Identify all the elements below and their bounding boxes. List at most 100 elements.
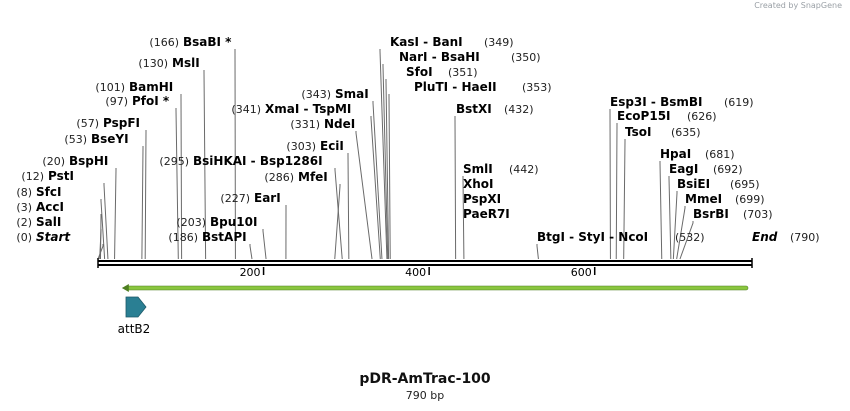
orf-arrow-head — [121, 284, 129, 292]
enzyme-name-ecop15i: EcoP15I — [617, 109, 671, 123]
enzyme-site-kasi[interactable]: KasI - BanI (349) — [390, 35, 514, 49]
enzyme-site-esp3i[interactable]: Esp3I - BsmBI (619) — [610, 95, 754, 109]
enzyme-name-xmai: XmaI - TspMI — [265, 102, 351, 116]
leader-sfci — [100, 199, 106, 260]
leader-tsoi — [623, 139, 626, 260]
enzyme-site-pfoi[interactable]: PfoI * (97) — [105, 94, 169, 108]
enzyme-name-bamhi: BamHI — [129, 80, 173, 94]
enzyme-name-sali: SalI — [36, 215, 61, 229]
enzyme-site-end[interactable]: End (790) — [752, 230, 820, 244]
attb2-feature[interactable]: attB2 — [118, 296, 151, 336]
enzyme-pos-ecop15i: (626) — [687, 110, 717, 123]
leader-nari — [382, 64, 389, 260]
enzyme-site-pspxi[interactable]: PspXI — [463, 192, 501, 206]
enzyme-name-smli: SmlI — [463, 162, 493, 176]
enzyme-site-eari[interactable]: EarI (227) — [220, 191, 280, 205]
enzyme-site-mfei[interactable]: MfeI (286) — [264, 170, 327, 184]
enzyme-name-bseyi: BseYI — [91, 132, 129, 146]
enzyme-site-ecop15i[interactable]: EcoP15I (626) — [617, 109, 717, 123]
enzyme-site-ecii[interactable]: EciI (303) — [286, 139, 343, 153]
leader-bamhi — [180, 94, 183, 260]
enzyme-name-end: End — [752, 230, 778, 244]
enzyme-pos-sali: (2) — [16, 216, 32, 229]
enzyme-pos-end: (790) — [790, 231, 820, 244]
enzyme-site-mmei[interactable]: MmeI (699) — [685, 192, 765, 206]
enzyme-pos-mfei: (286) — [264, 171, 294, 184]
enzyme-pos-smli: (442) — [509, 163, 539, 176]
enzyme-name-msli: MslI — [172, 56, 200, 70]
enzyme-site-sfoi[interactable]: SfoI (351) — [406, 65, 478, 79]
enzyme-site-xmai[interactable]: XmaI - TspMI (341) — [231, 102, 351, 116]
leader-smli — [462, 176, 465, 260]
enzyme-site-ndei[interactable]: NdeI (331) — [290, 117, 355, 131]
enzyme-name-sfoi: SfoI — [406, 65, 433, 79]
enzyme-pos-psti: (12) — [21, 170, 44, 183]
enzyme-site-smli[interactable]: SmlI (442) — [463, 162, 539, 176]
enzyme-site-bsabi[interactable]: BsaBI * (166) — [149, 35, 232, 49]
enzyme-site-paer7i[interactable]: PaeR7I — [463, 207, 510, 221]
enzyme-site-bstapi[interactable]: BstAPI (186) — [168, 230, 246, 244]
enzyme-labels: Start (0) SalI (2) AccI (3) SfcI (8) PstI (12) Bsp… — [16, 35, 819, 244]
enzyme-site-hpai[interactable]: HpaI (681) — [660, 147, 735, 161]
leader-smai — [372, 101, 383, 260]
leader-eagi — [668, 176, 672, 260]
enzyme-name-bpu10i: Bpu10I — [210, 215, 257, 229]
enzyme-site-btgi[interactable]: BtgI - StyI - NcoI (532) — [537, 230, 705, 244]
enzyme-pos-tsoi: (635) — [671, 126, 701, 139]
enzyme-site-smai[interactable]: SmaI (343) — [301, 87, 368, 101]
enzyme-name-hpai: HpaI — [660, 147, 691, 161]
enzyme-site-bstxi[interactable]: BstXI (432) — [456, 102, 534, 116]
enzyme-pos-bseyi: (53) — [64, 133, 87, 146]
enzyme-site-msli[interactable]: MslI (130) — [138, 56, 199, 70]
enzyme-name-start: Start — [36, 230, 71, 244]
enzyme-site-acci[interactable]: AccI (3) — [16, 200, 64, 214]
enzyme-site-start[interactable]: Start (0) — [16, 230, 71, 244]
enzyme-site-bsihkai[interactable]: BsiHKAI - Bsp1286I (295) — [159, 154, 322, 168]
leader-ecii — [347, 153, 350, 260]
enzyme-pos-nari: (350) — [511, 51, 541, 64]
enzyme-name-esp3i: Esp3I - BsmBI — [610, 95, 702, 109]
enzyme-site-psti[interactable]: PstI (12) — [21, 169, 74, 183]
enzyme-pos-msli: (130) — [138, 57, 168, 70]
leader-bsiei — [672, 191, 678, 260]
enzyme-site-eagi[interactable]: EagI (692) — [669, 162, 743, 176]
enzyme-pos-bsphi: (20) — [42, 155, 65, 168]
enzyme-pos-pspfi: (57) — [76, 117, 99, 130]
enzyme-pos-bstxi: (432) — [504, 103, 534, 116]
enzyme-name-eari: EarI — [254, 191, 281, 205]
enzyme-site-tsoi[interactable]: TsoI (635) — [625, 125, 701, 139]
leader-bsihkai — [334, 168, 343, 260]
enzyme-name-smai: SmaI — [335, 87, 369, 101]
enzyme-site-nari[interactable]: NarI - BsaHI (350) — [399, 50, 541, 64]
enzyme-site-bsrbi[interactable]: BsrBI (703) — [693, 207, 773, 221]
enzyme-site-bseyi[interactable]: BseYI (53) — [64, 132, 128, 146]
ruler-ticks: 200 400 600 — [240, 266, 596, 279]
enzyme-pos-sfoi: (351) — [448, 66, 478, 79]
enzyme-name-bsiei: BsiEI — [677, 177, 710, 191]
enzyme-pos-pfoi: (97) — [105, 95, 128, 108]
enzyme-name-btgi: BtgI - StyI - NcoI — [537, 230, 648, 244]
leader-pspfi — [144, 130, 147, 260]
enzyme-site-pspfi[interactable]: PspFI (57) — [76, 116, 140, 130]
enzyme-site-plutl[interactable]: PluTI - HaeII (353) — [414, 80, 552, 94]
leader-sfoi — [385, 79, 390, 260]
enzyme-name-bsabi: BsaBI * — [183, 35, 232, 49]
enzyme-site-sfci[interactable]: SfcI (8) — [16, 185, 61, 199]
enzyme-name-bsrbi: BsrBI — [693, 207, 729, 221]
enzyme-site-bpu10i[interactable]: Bpu10I (203) — [176, 215, 257, 229]
enzyme-site-bamhi[interactable]: BamHI (101) — [95, 80, 173, 94]
enzyme-pos-sfci: (8) — [16, 186, 32, 199]
leader-msli — [203, 70, 207, 260]
leader-btgi — [536, 244, 539, 260]
enzyme-pos-bsrbi: (703) — [743, 208, 773, 221]
enzyme-name-bstxi: BstXI — [456, 102, 492, 116]
enzyme-site-xhoi[interactable]: XhoI — [463, 177, 494, 191]
leader-plutl — [388, 94, 391, 260]
enzyme-site-bsphi[interactable]: BspHI (20) — [42, 154, 108, 168]
enzyme-site-sali[interactable]: SalI (2) — [16, 215, 61, 229]
enzyme-pos-ndei: (331) — [290, 118, 320, 131]
leader-hpai — [659, 161, 663, 260]
attb2-label: attB2 — [118, 322, 151, 336]
enzyme-site-bsiei[interactable]: BsiEI (695) — [677, 177, 760, 191]
enzyme-pos-eagi: (692) — [713, 163, 743, 176]
